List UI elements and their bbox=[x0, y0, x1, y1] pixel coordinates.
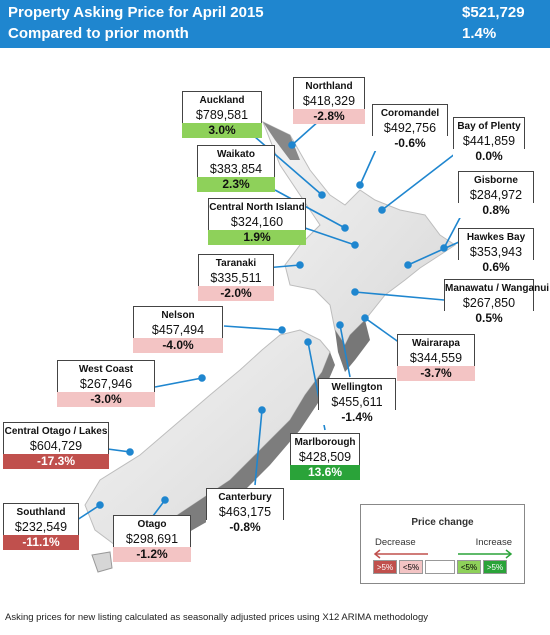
region-price: $298,691 bbox=[125, 532, 179, 546]
region-change: -17.3% bbox=[3, 454, 109, 469]
region-price: $428,509 bbox=[298, 450, 352, 464]
region-price: $324,160 bbox=[230, 215, 284, 229]
region-box: Northland $418,329 -2.8% bbox=[293, 77, 365, 124]
legend-swatch-pos-large: >5% bbox=[483, 560, 507, 574]
footer-note: Asking prices for new listing calculated… bbox=[5, 612, 428, 623]
region-change: -11.1% bbox=[3, 535, 79, 550]
region-name: Hawkes Bay bbox=[466, 232, 526, 243]
region-change: -0.8% bbox=[206, 520, 284, 535]
legend: Price change Decrease Increase >5% <5% <… bbox=[360, 504, 525, 584]
region-box: Marlborough $428,509 13.6% bbox=[290, 433, 360, 480]
region-name: Wellington bbox=[331, 382, 383, 393]
region-name: Nelson bbox=[161, 310, 195, 321]
north-island-cliff bbox=[335, 320, 370, 372]
region-name: Marlborough bbox=[294, 437, 356, 448]
region-name: Northland bbox=[305, 81, 353, 92]
legend-swatch-pos-small: <5% bbox=[457, 560, 481, 574]
region-name: Gisborne bbox=[474, 175, 518, 186]
region-change: -4.0% bbox=[133, 338, 223, 353]
region-box: Coromandel $492,756 -0.6% bbox=[372, 104, 448, 151]
region-box: Nelson $457,494 -4.0% bbox=[133, 306, 223, 353]
region-name: Manawatu / Wanganui bbox=[445, 283, 550, 294]
legend-swatch-neg-small: <5% bbox=[399, 560, 423, 574]
region-price: $267,850 bbox=[462, 296, 516, 310]
region-price: $441,859 bbox=[462, 134, 516, 148]
north-island-shape bbox=[262, 120, 456, 346]
region-name: Auckland bbox=[199, 95, 245, 106]
region-price: $267,946 bbox=[79, 377, 133, 391]
region-box: Wairarapa $344,559 -3.7% bbox=[397, 334, 475, 381]
stewart-island-shape bbox=[91, 551, 113, 573]
region-box: Hawkes Bay $353,943 0.6% bbox=[458, 228, 534, 275]
region-change: 1.9% bbox=[208, 230, 306, 245]
region-change: -1.4% bbox=[318, 410, 396, 425]
region-price: $383,854 bbox=[209, 162, 263, 176]
region-box: Waikato $383,854 2.3% bbox=[197, 145, 275, 192]
legend-decrease-label: Decrease bbox=[375, 537, 416, 548]
legend-swatch-neg-large: >5% bbox=[373, 560, 397, 574]
region-change: -1.2% bbox=[113, 547, 191, 562]
region-price: $463,175 bbox=[218, 505, 272, 519]
northland-cliff bbox=[263, 122, 300, 160]
region-name: Canterbury bbox=[218, 492, 272, 503]
region-name: Bay of Plenty bbox=[457, 121, 521, 132]
region-box: West Coast $267,946 -3.0% bbox=[57, 360, 155, 407]
legend-arrows bbox=[373, 549, 513, 559]
region-change: 0.6% bbox=[458, 260, 534, 275]
region-change: 13.6% bbox=[290, 465, 360, 480]
region-price: $353,943 bbox=[469, 245, 523, 259]
national-change: 1.4% bbox=[462, 25, 497, 42]
region-box: Wellington $455,611 -1.4% bbox=[318, 378, 396, 425]
region-change: 0.0% bbox=[453, 149, 525, 164]
region-change: 3.0% bbox=[182, 123, 262, 138]
region-name: Southland bbox=[16, 507, 66, 518]
region-price: $492,756 bbox=[383, 121, 437, 135]
region-change: -3.0% bbox=[57, 392, 155, 407]
region-price: $284,972 bbox=[469, 188, 523, 202]
region-box: Bay of Plenty $441,859 0.0% bbox=[453, 117, 525, 164]
region-name: Central Otago / Lakes bbox=[4, 426, 108, 437]
region-box: Auckland $789,581 3.0% bbox=[182, 91, 262, 138]
region-price: $335,511 bbox=[210, 271, 262, 285]
legend-swatch-neutral bbox=[425, 560, 455, 574]
region-name: Coromandel bbox=[380, 108, 440, 119]
region-box: Central Otago / Lakes $604,729 -17.3% bbox=[3, 422, 109, 469]
region-price: $232,549 bbox=[14, 520, 68, 534]
region-name: Wairarapa bbox=[412, 338, 460, 349]
region-price: $457,494 bbox=[151, 323, 205, 337]
region-box: Taranaki $335,511 -2.0% bbox=[198, 254, 274, 301]
region-change: 0.8% bbox=[458, 203, 534, 218]
page-subtitle: Compared to prior month bbox=[8, 25, 189, 42]
region-box: Otago $298,691 -1.2% bbox=[113, 515, 191, 562]
region-change: 0.5% bbox=[444, 311, 534, 326]
region-name: Taranaki bbox=[215, 258, 257, 269]
region-price: $789,581 bbox=[195, 108, 249, 122]
region-price: $455,611 bbox=[331, 395, 383, 409]
region-box: Southland $232,549 -11.1% bbox=[3, 503, 79, 550]
region-name: Waikato bbox=[217, 149, 255, 160]
region-box: Manawatu / Wanganui $267,850 0.5% bbox=[444, 279, 550, 326]
region-change: -2.0% bbox=[198, 286, 274, 301]
page-title: Property Asking Price for April 2015 bbox=[8, 4, 264, 21]
region-name: Central North Island bbox=[209, 202, 305, 213]
region-change: 2.3% bbox=[197, 177, 275, 192]
region-box: Central North Island $324,160 1.9% bbox=[208, 198, 306, 245]
region-name: Otago bbox=[137, 519, 167, 530]
legend-increase-label: Increase bbox=[475, 537, 512, 548]
region-change: -2.8% bbox=[293, 109, 365, 124]
region-price: $604,729 bbox=[29, 439, 83, 453]
legend-title: Price change bbox=[411, 517, 474, 528]
header-banner: Property Asking Price for April 2015 $52… bbox=[0, 0, 550, 48]
region-change: -3.7% bbox=[397, 366, 475, 381]
region-change: -0.6% bbox=[372, 136, 448, 151]
region-price: $418,329 bbox=[302, 94, 356, 108]
national-price: $521,729 bbox=[462, 4, 525, 21]
region-box: Gisborne $284,972 0.8% bbox=[458, 171, 534, 218]
region-box: Canterbury $463,175 -0.8% bbox=[206, 488, 284, 535]
region-name: West Coast bbox=[78, 364, 134, 375]
region-price: $344,559 bbox=[409, 351, 463, 365]
